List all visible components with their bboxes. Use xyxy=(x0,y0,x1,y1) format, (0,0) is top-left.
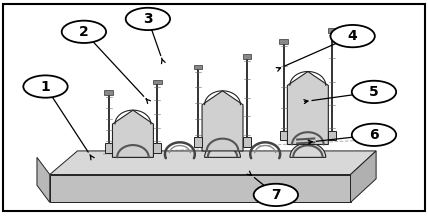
Text: 1: 1 xyxy=(41,79,51,94)
Circle shape xyxy=(23,75,68,98)
Text: 3: 3 xyxy=(143,12,153,26)
Polygon shape xyxy=(115,143,151,157)
Polygon shape xyxy=(37,157,50,202)
Bar xyxy=(243,54,251,59)
Text: 6: 6 xyxy=(369,128,379,142)
Bar xyxy=(279,39,288,44)
Polygon shape xyxy=(243,137,251,147)
Circle shape xyxy=(352,124,396,146)
Polygon shape xyxy=(280,130,287,140)
Bar xyxy=(104,91,113,95)
Text: 7: 7 xyxy=(271,188,281,202)
Text: 5: 5 xyxy=(369,85,379,99)
Text: 2: 2 xyxy=(79,25,89,39)
Polygon shape xyxy=(351,151,376,202)
Polygon shape xyxy=(113,110,153,157)
Circle shape xyxy=(254,184,298,206)
Bar xyxy=(194,65,202,69)
Polygon shape xyxy=(290,143,326,157)
Polygon shape xyxy=(328,130,336,140)
Polygon shape xyxy=(205,143,241,157)
Circle shape xyxy=(330,25,375,47)
Circle shape xyxy=(62,21,106,43)
Bar xyxy=(153,80,161,84)
Polygon shape xyxy=(50,175,351,202)
Polygon shape xyxy=(153,143,161,153)
Polygon shape xyxy=(202,91,243,151)
Polygon shape xyxy=(287,71,328,145)
Polygon shape xyxy=(194,137,202,147)
Text: 4: 4 xyxy=(348,29,357,43)
Circle shape xyxy=(352,81,396,103)
Polygon shape xyxy=(105,143,113,153)
Circle shape xyxy=(126,8,170,30)
Polygon shape xyxy=(50,151,376,175)
Bar xyxy=(328,28,336,33)
